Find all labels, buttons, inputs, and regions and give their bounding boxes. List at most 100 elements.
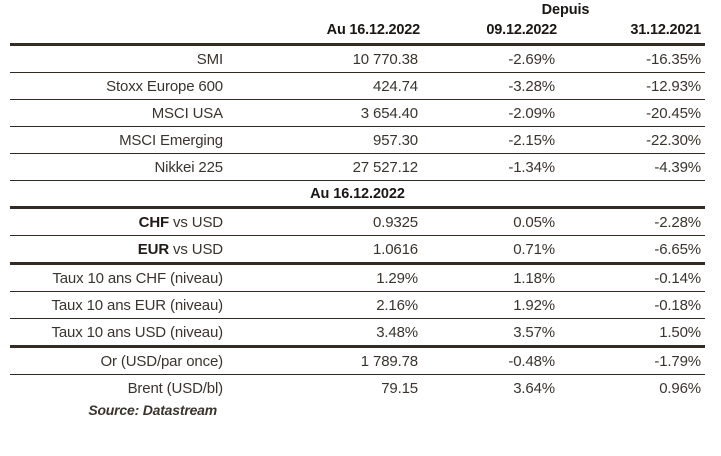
group-header-spacer <box>10 0 223 21</box>
row-change-week: -1.34% <box>508 158 555 176</box>
row-change-week: -0.48% <box>508 352 555 370</box>
mid-subheader-date: Au 16.12.2022 <box>310 185 405 202</box>
row-change-week: 3.64% <box>513 379 555 397</box>
rule-section-two-bottom <box>10 262 705 266</box>
rule-row <box>10 126 705 127</box>
row-label-currency: CHF <box>138 213 170 231</box>
row-level: 79.15 <box>381 379 418 397</box>
row-change-year: 1.50% <box>659 323 701 341</box>
source-spacer-level <box>223 401 426 424</box>
row-label: Taux 10 ans CHF (niveau) <box>52 269 223 287</box>
row-label-currency: EUR <box>137 240 170 258</box>
row-change-week: -3.28% <box>508 77 555 95</box>
row-change-year: -6.65% <box>654 240 701 258</box>
rule-line <box>10 235 705 236</box>
row-label: Or (USD/par once) <box>100 352 224 370</box>
row-label-suffix: vs USD <box>169 213 223 231</box>
row-level: 1 789.78 <box>360 352 418 370</box>
rule-subheader-bottom <box>10 206 705 210</box>
table-row: CHF vs USD 0.9325 0.05% -2.28% <box>10 209 705 236</box>
row-change-year: -1.79% <box>654 352 701 370</box>
table-row: Or (USD/par once) 1 789.78 -0.48% -1.79% <box>10 348 705 375</box>
rule-line <box>10 206 705 210</box>
rule-line <box>10 374 705 375</box>
row-change-week: 3.57% <box>513 323 555 341</box>
row-level: 0.9325 <box>373 213 418 231</box>
row-change-year: -12.93% <box>646 77 701 95</box>
row-change-week: -2.69% <box>508 50 555 68</box>
row-change-year: -2.28% <box>654 213 701 231</box>
rule-line <box>10 43 705 47</box>
table-row: Nikkei 225 27 527.12 -1.34% -4.39% <box>10 154 705 181</box>
source-spacer-week <box>426 401 561 424</box>
row-label: Brent (USD/bl) <box>127 379 224 397</box>
table-row: MSCI USA 3 654.40 -2.09% -20.45% <box>10 100 705 127</box>
row-change-year: -16.35% <box>646 50 701 68</box>
group-header-spacer-level <box>223 0 426 21</box>
table-row: Taux 10 ans EUR (niveau) 2.16% 1.92% -0.… <box>10 292 705 319</box>
row-change-year: -22.30% <box>646 131 701 149</box>
source-note: Source: Datastream <box>88 402 217 418</box>
rule-line <box>10 72 705 73</box>
row-label: CHF vs USD <box>10 209 224 236</box>
rule-row <box>10 291 705 292</box>
row-change-year: -0.14% <box>654 269 701 287</box>
row-change-year: 0.96% <box>659 379 701 397</box>
group-header-depuis: Depuis <box>541 2 590 18</box>
table-row: EUR vs USD 1.0616 0.71% -6.65% <box>10 236 705 264</box>
rule-header-bottom <box>10 43 705 47</box>
row-level: 424.74 <box>373 77 418 95</box>
table-row: Brent (USD/bl) 79.15 3.64% 0.96% <box>10 375 705 401</box>
mid-subheader-row: Au 16.12.2022 <box>10 181 705 208</box>
rule-line <box>10 345 705 349</box>
row-level: 3 654.40 <box>360 104 418 122</box>
rule-line <box>10 180 705 181</box>
rule-section-three-bottom <box>10 345 705 349</box>
row-change-week: 0.71% <box>513 240 555 258</box>
column-header-year: 31.12.2021 <box>630 22 701 38</box>
rule-line <box>10 262 705 266</box>
row-change-week: 1.92% <box>513 296 555 314</box>
column-header-level: Au 16.12.2022 <box>326 22 421 38</box>
column-header-week: 09.12.2022 <box>486 22 557 38</box>
market-indices-table: Depuis Au 16.12.2022 09.12.2022 31.12.20… <box>10 0 705 424</box>
row-change-week: 0.05% <box>513 213 555 231</box>
source-row: Source: Datastream <box>10 401 705 424</box>
rule-row <box>10 235 705 236</box>
row-level: 27 527.12 <box>352 158 419 176</box>
rule-line <box>10 153 705 154</box>
rule-row <box>10 72 705 73</box>
row-label: Taux 10 ans USD (niveau) <box>51 323 224 341</box>
rule-line <box>10 99 705 100</box>
rule-row <box>10 318 705 319</box>
table-row: Taux 10 ans CHF (niveau) 1.29% 1.18% -0.… <box>10 265 705 292</box>
group-header-row: Depuis <box>10 0 705 21</box>
table-row: Stoxx Europe 600 424.74 -3.28% -12.93% <box>10 73 705 100</box>
row-change-year: -4.39% <box>654 158 701 176</box>
row-label: EUR vs USD <box>10 236 223 264</box>
column-header-row: Au 16.12.2022 09.12.2022 31.12.2021 <box>10 21 705 45</box>
row-change-year: -0.18% <box>654 296 701 314</box>
row-label: Nikkei 225 <box>154 158 223 176</box>
rule-line <box>10 291 705 292</box>
row-label: MSCI USA <box>151 104 223 122</box>
row-label-suffix: vs USD <box>169 240 223 258</box>
row-level: 957.30 <box>373 131 418 149</box>
row-label: SMI <box>196 50 223 68</box>
row-label: MSCI Emerging <box>119 131 223 149</box>
row-label: Stoxx Europe 600 <box>106 77 223 95</box>
row-change-week: 1.18% <box>513 269 555 287</box>
table-row: MSCI Emerging 957.30 -2.15% -22.30% <box>10 127 705 154</box>
rule-line <box>10 126 705 127</box>
row-level: 1.29% <box>376 269 418 287</box>
row-change-week: -2.09% <box>508 104 555 122</box>
source-spacer-year <box>561 401 705 424</box>
row-level: 1.0616 <box>373 240 418 258</box>
row-label: Taux 10 ans EUR (niveau) <box>51 296 224 314</box>
rule-line <box>10 318 705 319</box>
rule-row <box>10 153 705 154</box>
rule-row <box>10 99 705 100</box>
rule-row <box>10 180 705 181</box>
row-change-year: -20.45% <box>646 104 701 122</box>
